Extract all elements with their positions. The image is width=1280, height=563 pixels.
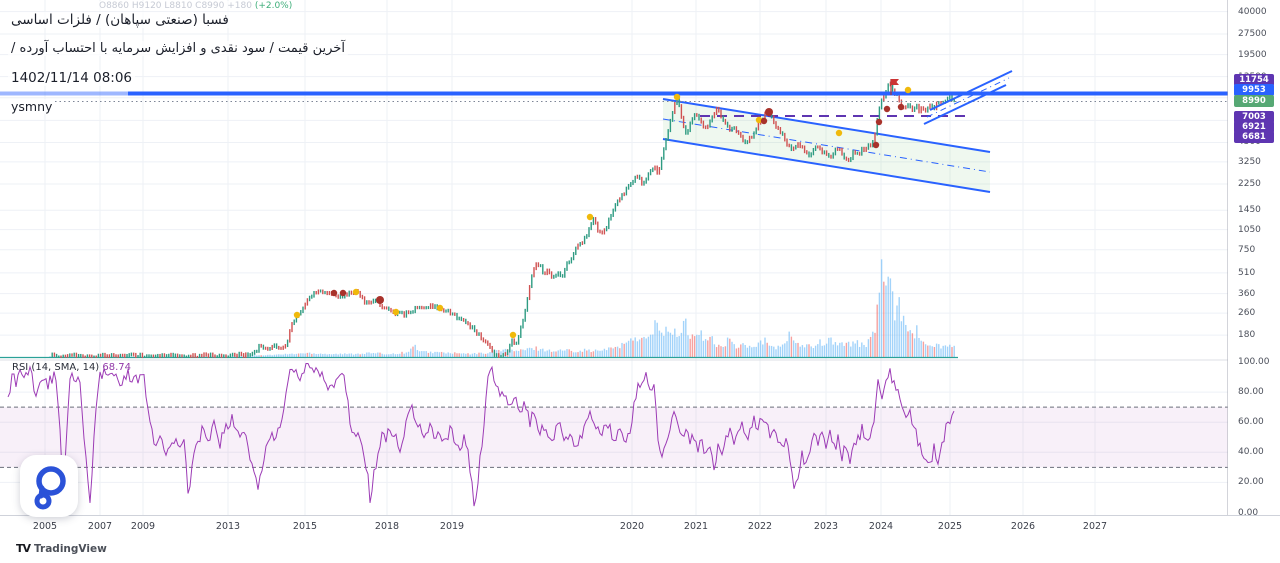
figure8-logo-icon <box>34 466 66 510</box>
tradingview-brand-label: TradingView <box>34 542 107 555</box>
symbol-title[interactable]: فسبا (صنعتی سپاهان) / فلزات اساسی <box>8 12 232 28</box>
rsi-axis-tick: 80.00 <box>1238 387 1264 398</box>
gridlines <box>0 0 1228 515</box>
rsi-indicator-legend[interactable]: RSI (14, SMA, 14) 68.74 <box>12 362 131 373</box>
broker-logo-watermark <box>20 455 78 517</box>
time-axis-year-2025: 2025 <box>937 521 963 532</box>
price-axis-tick: 180 <box>1238 330 1256 341</box>
tradingview-glyph-icon: TV <box>16 542 31 555</box>
rsi-value: 68.74 <box>102 362 132 373</box>
price-axis-tick: 27500 <box>1238 29 1267 40</box>
time-axis-year-2007: 2007 <box>87 521 113 532</box>
volume-histogram <box>49 259 955 357</box>
ohlc-readout: O8860 H9120 L8810 C8990 +180 (+2.0%) <box>96 1 296 11</box>
price-axis-tick: 19500 <box>1238 49 1267 60</box>
flag-marker-icon[interactable] <box>890 79 899 95</box>
time-axis-year-2018: 2018 <box>374 521 400 532</box>
price-axis-tick: 3250 <box>1238 156 1261 167</box>
time-axis-year-2009: 2009 <box>130 521 156 532</box>
tradingview-logo[interactable]: TV TradingView <box>16 542 107 555</box>
price-badge-8990: 8990 <box>1234 95 1274 107</box>
rsi-axis-tick: 0.00 <box>1238 507 1259 518</box>
author-watermark-text: ysmny <box>8 99 56 114</box>
price-axis-tick: 360 <box>1238 288 1256 299</box>
rsi-label: RSI (14, SMA, 14) <box>12 362 100 373</box>
time-axis-year-2019: 2019 <box>439 521 465 532</box>
candlestick-series <box>51 81 955 358</box>
time-axis-year-2015: 2015 <box>292 521 318 532</box>
time-axis-year-2005: 2005 <box>32 521 58 532</box>
time-axis-year-2022: 2022 <box>747 521 773 532</box>
price-axis-tick: 1050 <box>1238 224 1261 235</box>
price-axis-tick: 750 <box>1238 244 1256 255</box>
price-axis-tick: 1450 <box>1238 205 1261 216</box>
change-percent: (+2.0%) <box>254 1 293 11</box>
rsi-axis-tick: 40.00 <box>1238 447 1264 458</box>
price-badge-11754: 11754 <box>1234 74 1274 86</box>
time-axis[interactable]: 2005 2007 2009 2013 2015 2018 2019 2020 2021 2022… <box>0 515 1280 538</box>
time-axis-year-2013: 2013 <box>215 521 241 532</box>
price-badge-6681: 6681 <box>1234 131 1274 143</box>
price-axis-tick: 510 <box>1238 267 1256 278</box>
time-axis-year-2020: 2020 <box>619 521 645 532</box>
rsi-axis-tick: 60.00 <box>1238 417 1264 428</box>
price-badge-7003: 7003 <box>1234 111 1274 123</box>
time-axis-year-2021: 2021 <box>683 521 709 532</box>
rsi-line <box>7 363 955 507</box>
price-axis-tick: 2250 <box>1238 178 1261 189</box>
datetime-label: 1402/11/14 08:06 <box>8 70 136 86</box>
ohlc-values: O8860 H9120 L8810 C8990 +180 <box>99 1 252 11</box>
rising-channel-drawing[interactable] <box>923 70 1013 125</box>
rsi-axis-tick: 20.00 <box>1238 477 1264 488</box>
adjustment-subtitle: آخرین قیمت / سود نقدی و افزایش سرمایه با… <box>8 41 348 56</box>
descending-channel-drawing[interactable] <box>662 98 991 193</box>
price-axis[interactable]: 4000027500195001350095006500450032502250… <box>1228 0 1280 535</box>
event-markers <box>293 86 912 339</box>
rsi-axis-tick: 100.00 <box>1238 357 1270 367</box>
time-axis-year-2023: 2023 <box>813 521 839 532</box>
price-axis-tick: 40000 <box>1238 6 1267 17</box>
price-badge-9953: 9953 <box>1234 84 1274 96</box>
time-axis-year-2027: 2027 <box>1082 521 1108 532</box>
price-axis-tick: 260 <box>1238 308 1256 319</box>
price-badge-6921: 6921 <box>1234 121 1274 133</box>
rsi-band-fill <box>0 407 1228 468</box>
time-axis-year-2024: 2024 <box>868 521 894 532</box>
time-axis-year-2026: 2026 <box>1010 521 1036 532</box>
